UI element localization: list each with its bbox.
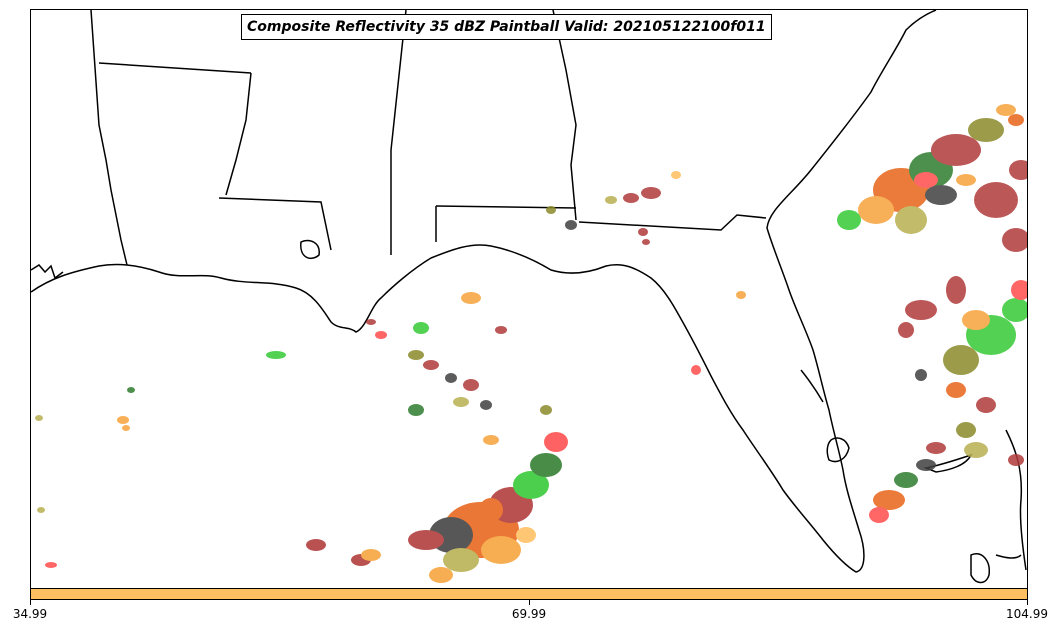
storm-cluster-gulf-south: [306, 432, 568, 583]
colorbar-label-mid: 69.99: [511, 607, 547, 621]
map-frame: [30, 9, 1028, 589]
colorbar-tick-max: [1027, 600, 1028, 605]
storm-cluster-atlantic-central: [898, 276, 1027, 458]
colorbar-tick-mid: [529, 600, 530, 605]
map-canvas: [31, 10, 1027, 584]
storm-cells-gulf-scattered: [35, 171, 746, 568]
colorbar-tick-min: [30, 600, 31, 605]
colorbar-label-min: 34.99: [12, 607, 48, 621]
storm-cluster-atlantic-north: [837, 104, 1027, 252]
colorbar-label-max: 104.99: [1006, 607, 1048, 621]
storm-cluster-bahamas: [869, 454, 1024, 523]
map-title: Composite Reflectivity 35 dBZ Paintball …: [241, 14, 772, 40]
colorbar: [30, 588, 1028, 600]
